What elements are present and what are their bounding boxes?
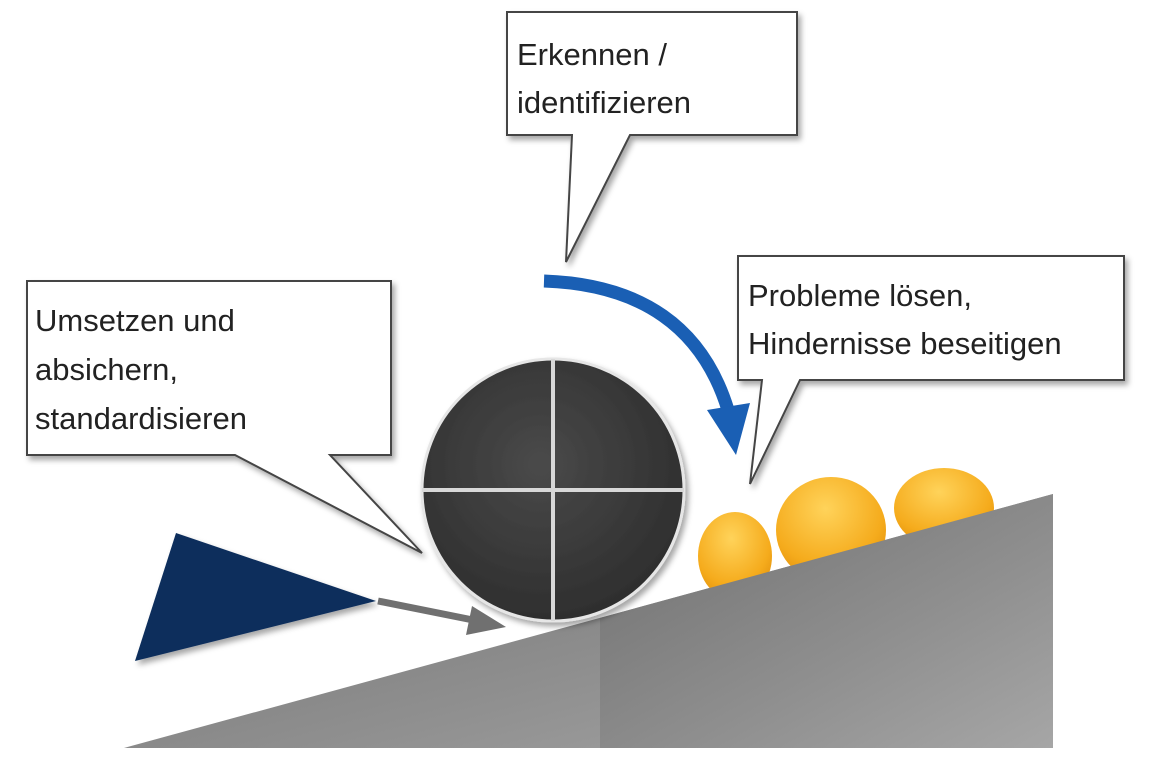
callout-implement: [26, 280, 423, 554]
push-triangle-icon: [135, 533, 376, 661]
callout-implement-line-1: Umsetzen und: [35, 303, 235, 338]
callout-solve: [737, 255, 1125, 485]
callout-identify-line-2: identifizieren: [517, 85, 691, 120]
wheel-icon: [420, 357, 686, 623]
callout-implement-line-3: standardisieren: [35, 401, 247, 436]
callout-solve-line-1: Probleme lösen,: [748, 278, 972, 313]
rotation-arrow-icon: [543, 274, 750, 455]
push-arrow-icon: [377, 597, 506, 635]
callout-implement-line-2: absichern,: [35, 352, 178, 387]
callout-identify: [506, 11, 798, 263]
callout-solve-line-2: Hindernisse beseitigen: [748, 326, 1062, 361]
callout-identify-line-1: Erkennen /: [517, 37, 667, 72]
incline-wedge-front: [600, 494, 1053, 748]
